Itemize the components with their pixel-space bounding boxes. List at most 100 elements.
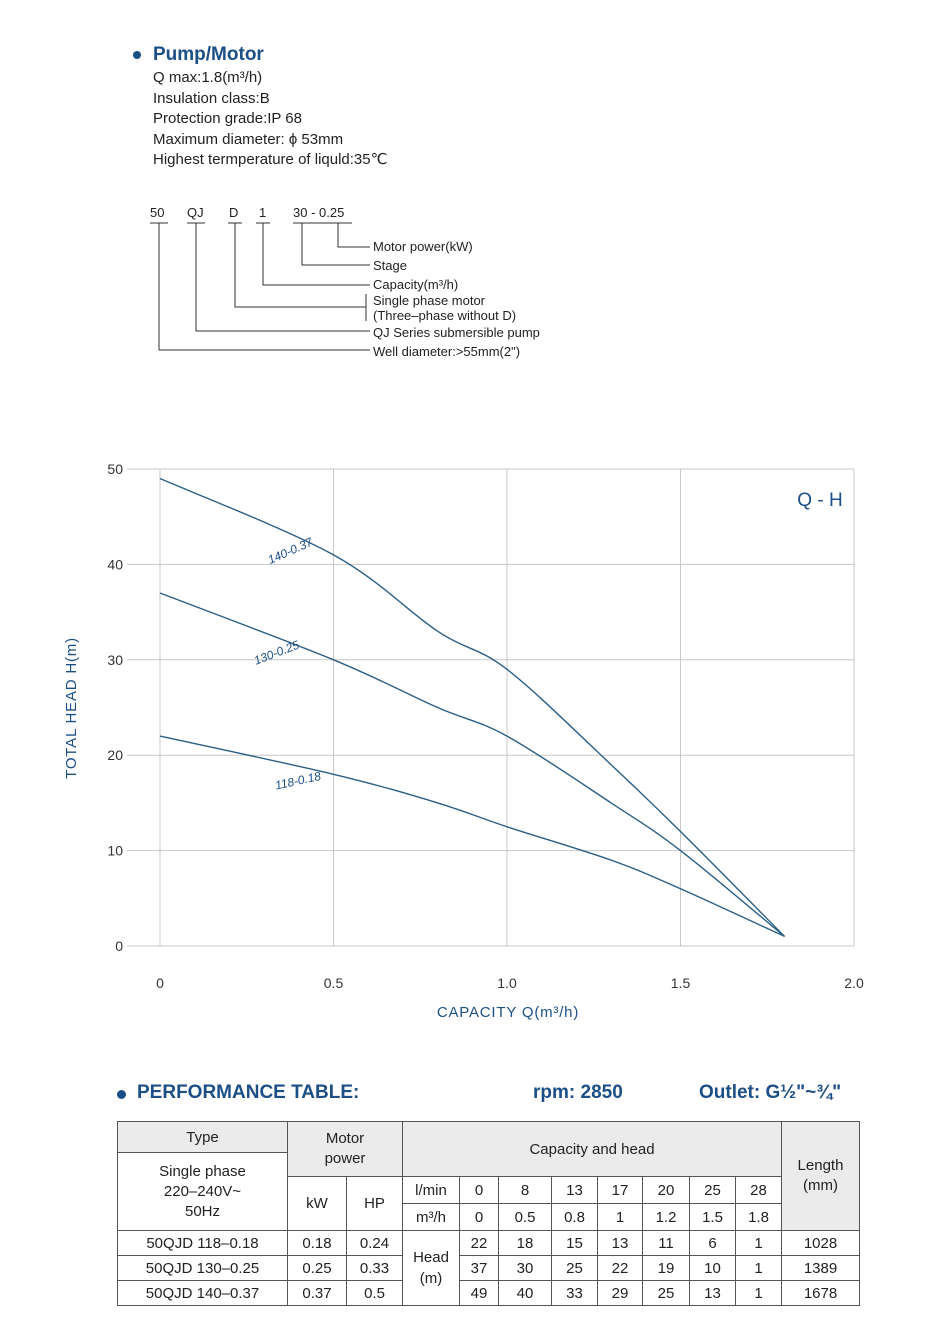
spec-line: Highest termperature of liquld:35℃	[153, 151, 388, 168]
hp-cell: 0.33	[346, 1255, 403, 1281]
kw-cell: 0.37	[287, 1280, 347, 1306]
spec-line: Protection grade:IP 68	[153, 110, 302, 127]
series-line-130-0.25	[159, 592, 786, 937]
head-cell: 22	[459, 1230, 499, 1256]
table-row: 50QJD 130–0.25 0.25 0.33 37 30 25 22 19 …	[117, 1255, 860, 1281]
series-label: 130-0.25	[252, 638, 302, 668]
head-cell: 6	[689, 1230, 736, 1256]
head-cell: 1	[735, 1280, 782, 1306]
spec-section: Pump/Motor Q max:1.8(m³/h) Insulation cl…	[133, 44, 387, 171]
length-cell: 1678	[781, 1280, 860, 1306]
y-tick-label: 10	[107, 843, 123, 859]
model-cell: 50QJD 118–0.18	[117, 1230, 288, 1256]
head-cell: 25	[642, 1280, 690, 1306]
bullet-icon	[133, 51, 141, 59]
performance-table: Type Motor power Capacity and head Lengt…	[117, 1121, 860, 1306]
spec-title-text: Pump/Motor	[153, 44, 264, 65]
head-cell: 15	[551, 1230, 598, 1256]
code-part-capacity-power: 30 - 0.25	[293, 205, 344, 220]
x-tick-label: 0.5	[324, 975, 344, 991]
spec-title: Pump/Motor	[133, 44, 387, 66]
flow-lmin-cell: 25	[689, 1176, 736, 1204]
model-cell: 50QJD 130–0.25	[117, 1255, 288, 1281]
code-desc-qj-series: QJ Series submersible pump	[373, 325, 540, 340]
capacity-head-header: Capacity and head	[402, 1121, 782, 1177]
flow-lmin-cell: 8	[498, 1176, 552, 1204]
m3h-header: m³/h	[402, 1203, 460, 1231]
rpm-label: rpm: 2850	[533, 1082, 623, 1103]
head-cell: 19	[642, 1255, 690, 1281]
performance-header: PERFORMANCE TABLE: rpm: 2850 Outlet: G½"…	[113, 1082, 873, 1108]
hp-cell: 0.24	[346, 1230, 403, 1256]
series-label: 118-0.18	[274, 769, 323, 793]
series-line-118-0.18	[159, 735, 785, 938]
y-tick-label: 30	[107, 652, 123, 668]
head-cell: 25	[551, 1255, 598, 1281]
code-desc-motor-power: Motor power(kW)	[373, 239, 473, 254]
code-part-50: 50	[150, 205, 164, 220]
x-tick-label: 1.5	[671, 975, 691, 991]
flow-m3h-cell: 0.8	[551, 1203, 598, 1231]
flow-lmin-cell: 20	[642, 1176, 690, 1204]
flow-m3h-cell: 0	[459, 1203, 499, 1231]
head-cell: 30	[498, 1255, 552, 1281]
kw-cell: 0.18	[287, 1230, 347, 1256]
kw-header: kW	[287, 1176, 347, 1231]
lmin-header: l/min	[402, 1176, 460, 1204]
y-tick-label: 0	[115, 938, 123, 954]
type-header: Type	[117, 1121, 288, 1153]
code-part-qj: QJ	[187, 205, 204, 220]
y-tick-label: 50	[107, 461, 123, 477]
model-cell: 50QJD 140–0.37	[117, 1280, 288, 1306]
spec-line: Insulation class:B	[153, 89, 270, 107]
hp-cell: 0.5	[346, 1280, 403, 1306]
spec-line: Maximum diameter: ϕ 53mm	[153, 130, 344, 148]
flow-m3h-cell: 1.5	[689, 1203, 736, 1231]
kw-cell: 0.25	[287, 1255, 347, 1281]
chart-title: Q - H	[797, 490, 842, 511]
x-tick-label: 0	[156, 975, 164, 991]
flow-m3h-cell: 1.8	[735, 1203, 782, 1231]
spec-lines: Q max:1.8(m³/h) Insulation class:B Prote…	[153, 68, 387, 171]
code-desc-three-phase: (Three–phase without D)	[373, 308, 516, 323]
chart-grid	[127, 468, 855, 947]
flow-lmin-cell: 17	[597, 1176, 643, 1204]
head-cell: 37	[459, 1255, 499, 1281]
type-subheader: Single phase 220–240V~ 50Hz	[117, 1152, 288, 1231]
outlet-label: Outlet: G½"~¾"	[699, 1082, 842, 1103]
code-desc-single-phase: Single phase motor	[373, 293, 486, 308]
code-desc-capacity: Capacity(m³/h)	[373, 277, 458, 292]
x-tick-label: 2.0	[844, 975, 864, 991]
chart-curves: 140-0.37 130-0.25 118-0.18	[159, 477, 786, 938]
flow-lmin-cell: 13	[551, 1176, 598, 1204]
performance-title: PERFORMANCE TABLE:	[137, 1082, 360, 1103]
flow-m3h-cell: 1	[597, 1203, 643, 1231]
flow-m3h-cell: 1.2	[642, 1203, 690, 1231]
code-desc-stage: Stage	[373, 258, 407, 273]
head-cell: 11	[642, 1230, 690, 1256]
series-label: 140-0.37	[266, 534, 316, 566]
chart-ticks: 0 0.5 1.0 1.5 2.0 0 10 20 30 40 50	[107, 461, 864, 991]
x-axis-label: CAPACITY Q(m³/h)	[437, 1004, 579, 1021]
head-cell: 1	[735, 1255, 782, 1281]
model-code-leaders	[150, 222, 370, 351]
flow-lmin-cell: 28	[735, 1176, 782, 1204]
table-row: 50QJD 118–0.18 0.18 0.24 Head (m) 22 18 …	[117, 1230, 860, 1306]
table-row: 50QJD 140–0.37 0.37 0.5 49 40 33 29 25 1…	[117, 1280, 860, 1306]
y-tick-label: 40	[107, 556, 123, 572]
y-axis-label: TOTAL HEAD H(m)	[63, 637, 80, 779]
head-cell: 10	[689, 1255, 736, 1281]
head-cell: 22	[597, 1255, 643, 1281]
head-cell: 33	[551, 1280, 598, 1306]
length-header: Length (mm)	[781, 1121, 860, 1231]
head-cell: 29	[597, 1280, 643, 1306]
spec-line: Q max:1.8(m³/h)	[153, 69, 263, 86]
code-part-d: D	[229, 205, 238, 220]
head-cell: 13	[689, 1280, 736, 1306]
head-header: Head (m)	[402, 1230, 460, 1306]
length-cell: 1028	[781, 1230, 860, 1256]
head-cell: 40	[498, 1280, 552, 1306]
head-cell: 18	[498, 1230, 552, 1256]
series-line-140-0.37	[159, 477, 786, 937]
flow-m3h-cell: 0.5	[498, 1203, 552, 1231]
